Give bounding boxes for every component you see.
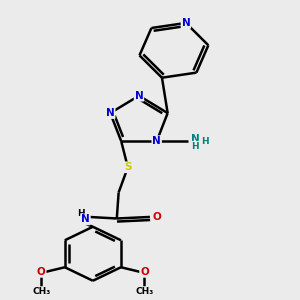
Text: O: O — [37, 267, 46, 277]
Text: N: N — [106, 108, 115, 118]
Text: N: N — [135, 91, 143, 101]
Text: H: H — [201, 137, 208, 146]
Text: N: N — [182, 18, 190, 28]
Text: CH₃: CH₃ — [135, 287, 154, 296]
Text: CH₃: CH₃ — [32, 287, 50, 296]
Text: O: O — [140, 267, 149, 277]
Text: O: O — [153, 212, 162, 222]
Text: N: N — [191, 134, 200, 144]
Text: N: N — [81, 214, 90, 224]
Text: N: N — [152, 136, 161, 146]
Text: S: S — [124, 162, 132, 172]
Text: H: H — [191, 142, 199, 151]
Text: H: H — [77, 209, 85, 218]
